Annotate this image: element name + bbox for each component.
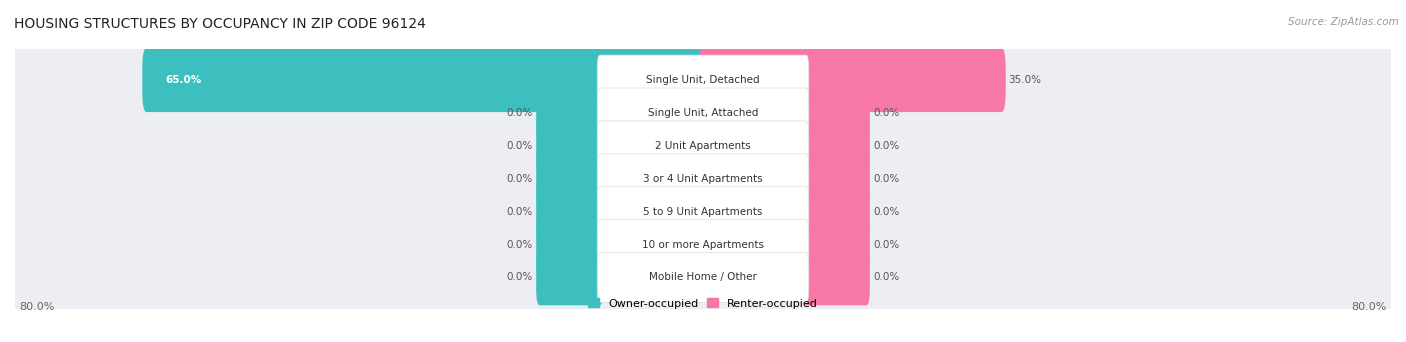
FancyBboxPatch shape (803, 151, 870, 207)
Text: 0.0%: 0.0% (873, 273, 900, 282)
FancyBboxPatch shape (598, 154, 808, 203)
Text: 80.0%: 80.0% (1351, 302, 1386, 312)
Text: 0.0%: 0.0% (506, 273, 533, 282)
FancyBboxPatch shape (536, 151, 603, 207)
Text: 0.0%: 0.0% (506, 141, 533, 151)
FancyBboxPatch shape (13, 147, 1393, 210)
FancyBboxPatch shape (536, 118, 603, 174)
FancyBboxPatch shape (803, 217, 870, 272)
Text: 0.0%: 0.0% (506, 239, 533, 250)
Text: HOUSING STRUCTURES BY OCCUPANCY IN ZIP CODE 96124: HOUSING STRUCTURES BY OCCUPANCY IN ZIP C… (14, 17, 426, 31)
FancyBboxPatch shape (536, 217, 603, 272)
FancyBboxPatch shape (803, 85, 870, 141)
Text: 0.0%: 0.0% (873, 108, 900, 118)
Text: 5 to 9 Unit Apartments: 5 to 9 Unit Apartments (644, 207, 762, 216)
FancyBboxPatch shape (598, 88, 808, 138)
Text: 65.0%: 65.0% (166, 75, 201, 85)
FancyBboxPatch shape (13, 246, 1393, 309)
FancyBboxPatch shape (803, 184, 870, 239)
Text: 80.0%: 80.0% (20, 302, 55, 312)
Text: 10 or more Apartments: 10 or more Apartments (643, 239, 763, 250)
FancyBboxPatch shape (598, 187, 808, 237)
Text: Single Unit, Detached: Single Unit, Detached (647, 75, 759, 85)
FancyBboxPatch shape (699, 48, 1005, 112)
Text: Source: ZipAtlas.com: Source: ZipAtlas.com (1288, 17, 1399, 27)
FancyBboxPatch shape (142, 48, 707, 112)
Text: 0.0%: 0.0% (506, 207, 533, 216)
FancyBboxPatch shape (803, 118, 870, 174)
FancyBboxPatch shape (536, 85, 603, 141)
Legend: Owner-occupied, Renter-occupied: Owner-occupied, Renter-occupied (583, 294, 823, 313)
FancyBboxPatch shape (598, 121, 808, 171)
FancyBboxPatch shape (536, 250, 603, 305)
FancyBboxPatch shape (13, 81, 1393, 145)
Text: 2 Unit Apartments: 2 Unit Apartments (655, 141, 751, 151)
Text: 0.0%: 0.0% (506, 108, 533, 118)
FancyBboxPatch shape (13, 114, 1393, 177)
Text: 0.0%: 0.0% (873, 141, 900, 151)
Text: 3 or 4 Unit Apartments: 3 or 4 Unit Apartments (643, 174, 763, 184)
FancyBboxPatch shape (803, 250, 870, 305)
FancyBboxPatch shape (598, 55, 808, 105)
FancyBboxPatch shape (13, 48, 1393, 111)
FancyBboxPatch shape (13, 180, 1393, 243)
FancyBboxPatch shape (598, 252, 808, 302)
Text: Mobile Home / Other: Mobile Home / Other (650, 273, 756, 282)
FancyBboxPatch shape (13, 213, 1393, 276)
Text: 0.0%: 0.0% (873, 239, 900, 250)
Text: 35.0%: 35.0% (1008, 75, 1042, 85)
Text: 0.0%: 0.0% (873, 174, 900, 184)
Text: Single Unit, Attached: Single Unit, Attached (648, 108, 758, 118)
Text: 0.0%: 0.0% (506, 174, 533, 184)
FancyBboxPatch shape (598, 220, 808, 269)
Text: 0.0%: 0.0% (873, 207, 900, 216)
FancyBboxPatch shape (536, 184, 603, 239)
